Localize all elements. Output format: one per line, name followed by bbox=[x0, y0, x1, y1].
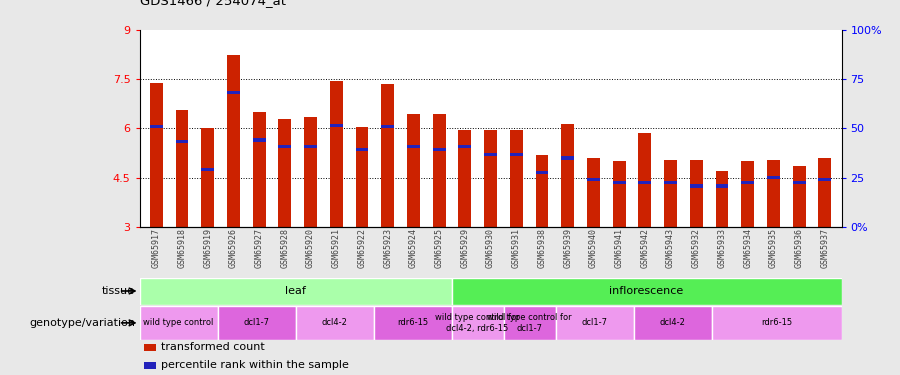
Bar bbox=[818, 178, 832, 181]
Bar bbox=[407, 145, 419, 148]
Text: dcl4-2: dcl4-2 bbox=[321, 318, 347, 327]
Bar bbox=[452, 278, 842, 304]
Bar bbox=[140, 306, 218, 340]
Text: dcl1-7: dcl1-7 bbox=[581, 318, 608, 327]
Text: tissue: tissue bbox=[102, 286, 135, 296]
Bar bbox=[742, 161, 754, 227]
Bar bbox=[140, 278, 452, 304]
Bar bbox=[278, 145, 292, 148]
Text: genotype/variation: genotype/variation bbox=[29, 318, 135, 328]
Text: dcl1-7: dcl1-7 bbox=[244, 318, 269, 327]
Bar bbox=[356, 127, 368, 227]
Bar bbox=[638, 134, 652, 227]
Bar bbox=[664, 181, 677, 184]
Text: transformed count: transformed count bbox=[161, 342, 265, 352]
Bar bbox=[536, 171, 548, 174]
Text: leaf: leaf bbox=[285, 286, 306, 296]
Bar bbox=[382, 125, 394, 128]
Bar bbox=[374, 306, 452, 340]
Bar bbox=[176, 110, 188, 227]
Bar bbox=[253, 138, 266, 141]
Bar bbox=[149, 125, 163, 128]
Bar bbox=[562, 156, 574, 160]
Bar bbox=[452, 306, 503, 340]
Text: wild type control: wild type control bbox=[143, 318, 213, 327]
Bar bbox=[329, 81, 343, 227]
Text: wild type control for
dcl1-7: wild type control for dcl1-7 bbox=[487, 313, 572, 333]
Bar bbox=[562, 123, 574, 227]
Bar bbox=[509, 153, 523, 156]
Bar bbox=[613, 161, 626, 227]
Text: rdr6-15: rdr6-15 bbox=[397, 318, 428, 327]
Text: inflorescence: inflorescence bbox=[609, 286, 684, 296]
Bar bbox=[356, 148, 368, 152]
Bar bbox=[407, 114, 419, 227]
Bar bbox=[218, 306, 295, 340]
Text: GDS1466 / 254074_at: GDS1466 / 254074_at bbox=[140, 0, 285, 8]
Bar bbox=[295, 306, 373, 340]
Bar bbox=[793, 181, 806, 184]
Bar bbox=[716, 184, 728, 188]
Bar bbox=[634, 306, 712, 340]
Text: wild type control for
dcl4-2, rdr6-15: wild type control for dcl4-2, rdr6-15 bbox=[436, 313, 520, 333]
Bar bbox=[555, 306, 634, 340]
Bar bbox=[149, 82, 163, 227]
Bar bbox=[664, 160, 677, 227]
Bar bbox=[433, 148, 446, 152]
Text: dcl4-2: dcl4-2 bbox=[660, 318, 686, 327]
Text: percentile rank within the sample: percentile rank within the sample bbox=[161, 360, 349, 370]
Bar bbox=[304, 145, 317, 148]
Bar bbox=[587, 158, 599, 227]
Bar bbox=[458, 130, 472, 227]
Bar bbox=[227, 55, 239, 227]
Bar bbox=[767, 176, 779, 179]
Bar bbox=[716, 171, 728, 227]
Bar bbox=[509, 130, 523, 227]
Bar bbox=[613, 181, 626, 184]
Bar bbox=[793, 166, 806, 227]
Bar bbox=[689, 184, 703, 188]
Bar bbox=[304, 117, 317, 227]
Bar bbox=[202, 128, 214, 227]
Bar bbox=[689, 160, 703, 227]
Bar bbox=[484, 130, 497, 227]
Bar bbox=[433, 114, 446, 227]
Bar bbox=[638, 181, 652, 184]
Bar bbox=[253, 112, 266, 227]
Bar bbox=[484, 153, 497, 156]
Bar bbox=[503, 306, 555, 340]
Bar bbox=[818, 158, 832, 227]
Text: rdr6-15: rdr6-15 bbox=[760, 318, 792, 327]
Bar bbox=[458, 145, 472, 148]
Bar bbox=[227, 91, 239, 94]
Bar bbox=[278, 118, 292, 227]
Bar bbox=[767, 160, 779, 227]
Bar bbox=[536, 154, 548, 227]
Bar bbox=[329, 123, 343, 127]
Bar bbox=[712, 306, 842, 340]
Bar bbox=[587, 178, 599, 181]
Bar bbox=[176, 140, 188, 143]
Bar bbox=[382, 84, 394, 227]
Bar bbox=[202, 168, 214, 171]
Bar bbox=[742, 181, 754, 184]
